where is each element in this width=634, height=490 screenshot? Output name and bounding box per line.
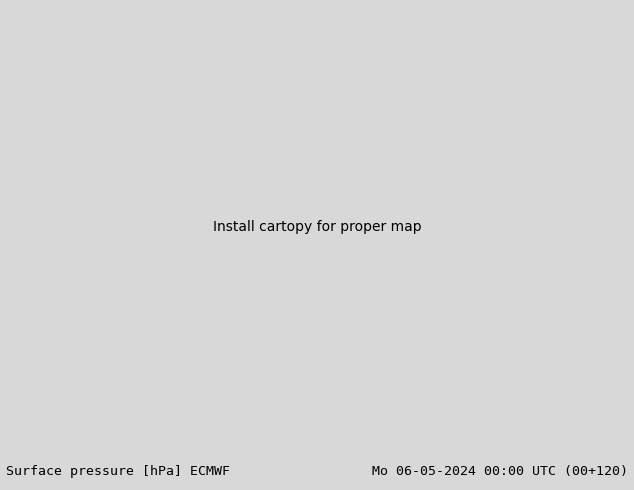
Text: Mo 06-05-2024 00:00 UTC (00+120): Mo 06-05-2024 00:00 UTC (00+120) [372,465,628,478]
Text: Surface pressure [hPa] ECMWF: Surface pressure [hPa] ECMWF [6,465,230,478]
Text: Install cartopy for proper map: Install cartopy for proper map [212,220,422,234]
